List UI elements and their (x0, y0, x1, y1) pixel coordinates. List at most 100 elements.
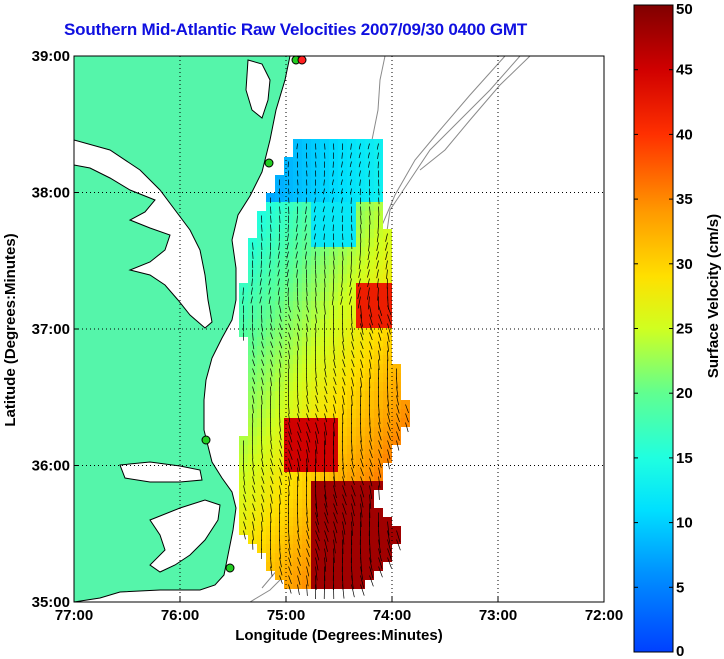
velocity-vector (350, 188, 352, 195)
velocity-vector (324, 269, 326, 279)
velocity-vector (313, 224, 316, 231)
velocity-vector (387, 530, 391, 544)
velocity-vector (287, 224, 289, 233)
velocity-vector (277, 269, 280, 277)
velocity-vector (277, 287, 280, 296)
velocity-vector (315, 377, 318, 387)
velocity-vector (270, 332, 274, 340)
radar-site-marker (297, 56, 307, 65)
velocity-vector (288, 341, 291, 350)
velocity-vector (351, 440, 353, 452)
velocity-vector (261, 458, 264, 468)
velocity-vector (296, 269, 298, 278)
velocity-vector (261, 476, 265, 484)
velocity-vector (387, 440, 391, 450)
velocity-vector (324, 431, 327, 446)
velocity-vector (378, 341, 381, 351)
velocity-vector (306, 521, 309, 532)
velocity-vector (288, 467, 292, 480)
velocity-vector (378, 413, 381, 424)
velocity-vector (288, 413, 291, 423)
velocity-vector (323, 188, 325, 195)
velocity-vector (288, 188, 290, 195)
velocity-vector (358, 143, 361, 150)
velocity-vector (351, 224, 353, 232)
velocity-vector (378, 485, 380, 500)
velocity-vector (333, 260, 335, 270)
velocity-vector (261, 233, 263, 241)
velocity-vector (349, 269, 352, 279)
velocity-vector (305, 206, 307, 215)
velocity-vector (252, 242, 254, 250)
velocity-vector (279, 485, 282, 495)
velocity-vector (324, 377, 328, 386)
latitude-tick-label: 39:00 (32, 48, 70, 65)
velocity-vector (286, 242, 289, 250)
velocity-vector (360, 368, 363, 378)
velocity-vector (261, 467, 265, 476)
velocity-vector (270, 341, 274, 348)
radar-site-marker (201, 435, 211, 445)
velocity-vector (261, 368, 265, 376)
velocity-vector (405, 422, 409, 433)
velocity-vector (369, 485, 373, 499)
velocity-vector (378, 197, 380, 205)
velocity-vector (341, 206, 343, 213)
velocity-vector (252, 359, 256, 367)
velocity-vector (288, 305, 291, 313)
velocity-vector (342, 584, 345, 599)
velocity-vector (288, 539, 291, 550)
velocity-vector (360, 476, 364, 486)
velocity-vector (378, 440, 382, 450)
velocity-vector (385, 251, 388, 260)
velocity-vector (304, 251, 307, 260)
vector-field (242, 143, 409, 600)
velocity-vector (270, 557, 272, 569)
velocity-vector (387, 449, 391, 460)
velocity-vector (369, 440, 373, 450)
velocity-vector (297, 341, 299, 351)
colorbar-tick-label: 30 (676, 256, 693, 273)
velocity-vector (279, 557, 282, 568)
velocity-vector (396, 386, 399, 398)
albemarle-sound (119, 461, 203, 483)
velocity-vector (252, 386, 255, 394)
velocity-vector (360, 485, 365, 498)
velocity-vector (252, 377, 256, 385)
velocity-vector (387, 395, 389, 407)
velocity-vector (377, 224, 379, 234)
velocity-vector (268, 287, 271, 295)
latitude-tick-label: 38:00 (32, 185, 70, 202)
velocity-vector (270, 377, 272, 387)
velocity-vector (342, 368, 346, 377)
velocity-vector (367, 269, 370, 278)
velocity-vector (369, 350, 373, 360)
velocity-vector (315, 287, 317, 297)
velocity-vector (350, 197, 352, 204)
velocity-vector (323, 233, 325, 240)
velocity-vector (360, 503, 363, 518)
velocity-vector (331, 179, 334, 186)
velocity-vector (315, 152, 317, 159)
velocity-vector (331, 206, 334, 213)
velocity-vector (376, 251, 379, 260)
velocity-vector (349, 152, 352, 159)
velocity-vector (288, 557, 292, 567)
velocity-vector (358, 161, 361, 168)
velocity-vector (279, 422, 281, 432)
velocity-vector (324, 548, 328, 562)
velocity-vector (333, 485, 337, 499)
velocity-vector (351, 449, 354, 460)
velocity-vector (324, 305, 326, 315)
velocity-vector (288, 530, 290, 542)
velocity-vector (396, 377, 398, 389)
velocity-vector (341, 161, 343, 168)
velocity-vector (322, 215, 325, 222)
velocity-vector (295, 242, 298, 250)
velocity-vector (279, 494, 281, 505)
velocity-vector (333, 422, 335, 437)
velocity-vector (351, 395, 353, 406)
velocity-vector (351, 386, 354, 397)
velocity-vector (306, 530, 310, 540)
velocity-vector (349, 161, 352, 168)
